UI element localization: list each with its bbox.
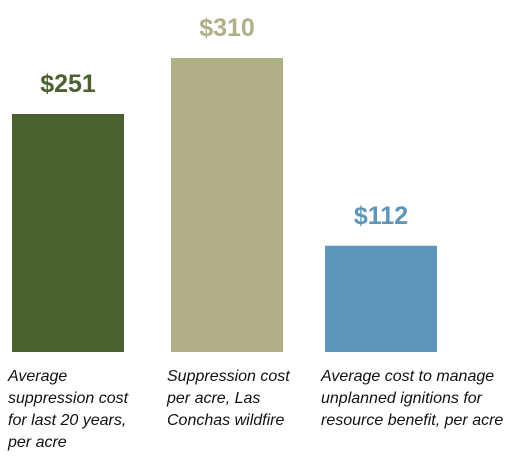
value-label: $112 — [353, 201, 409, 230]
value-label: $251 — [40, 69, 96, 98]
value-label: $310 — [199, 14, 255, 42]
category-label: Average cost to manage unplanned ignitio… — [321, 368, 504, 429]
bar — [325, 245, 437, 352]
bar — [12, 113, 124, 353]
category-label: Suppression cost per acre, Las Conchas w… — [167, 368, 290, 429]
bar — [171, 58, 283, 352]
category-label: Average suppression cost for last 20 yea… — [8, 368, 129, 451]
